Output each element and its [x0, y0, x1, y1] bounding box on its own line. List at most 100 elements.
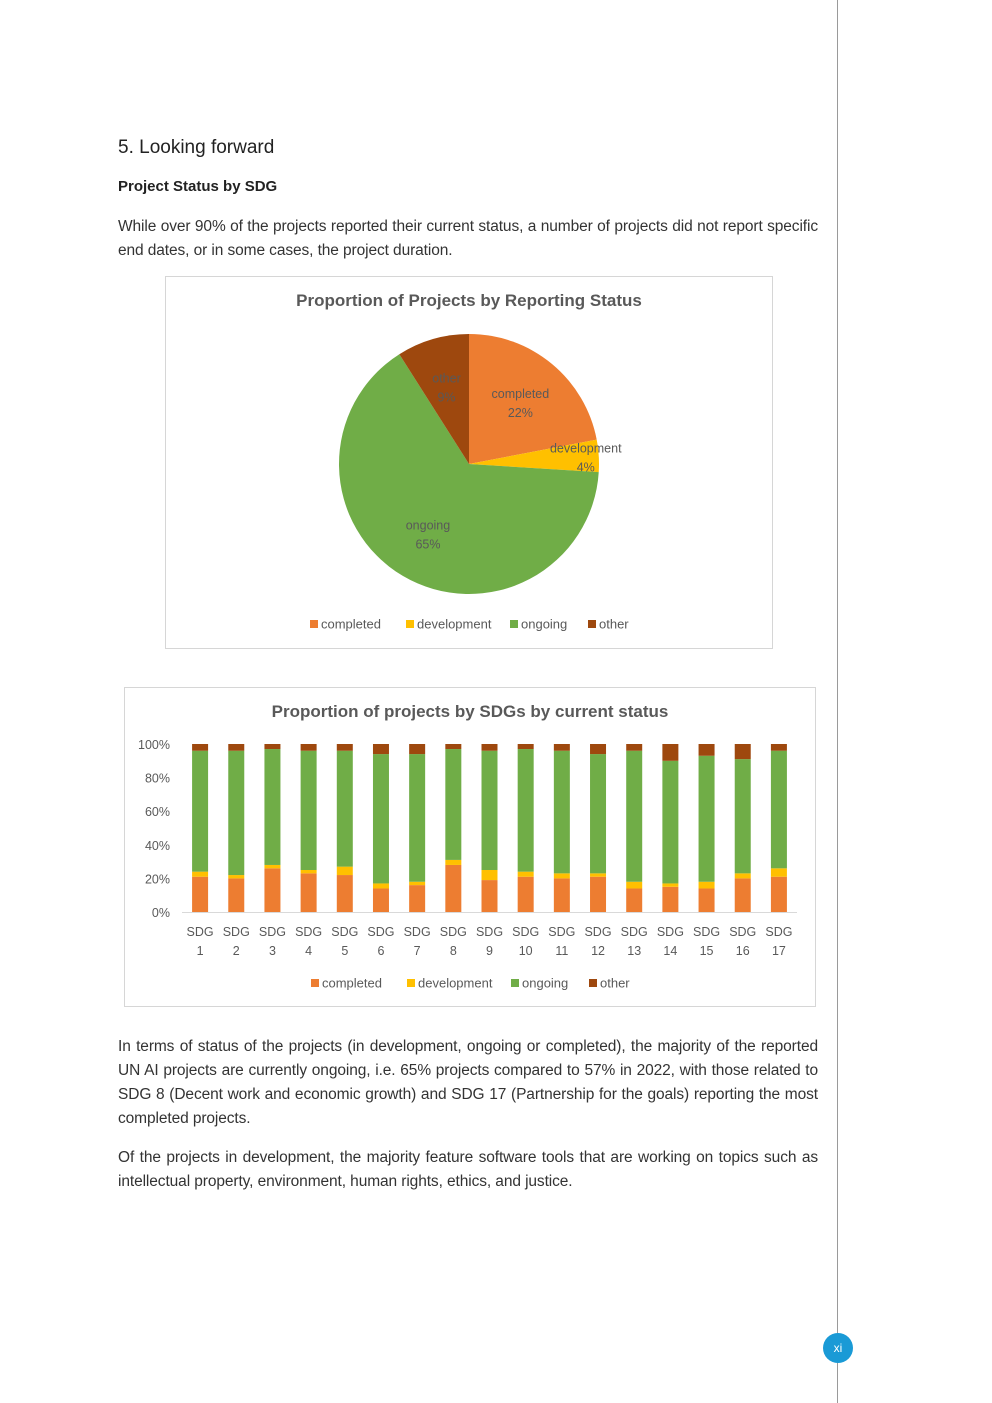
bar-legend-swatch-ongoing	[511, 979, 519, 987]
x-tick-number: 1	[197, 944, 204, 958]
bar-segment-other	[336, 744, 353, 751]
x-tick-label: SDG	[440, 925, 467, 939]
bar-segment-development	[264, 864, 281, 869]
pie-slice-completed	[469, 334, 597, 464]
x-tick-number: 12	[591, 944, 605, 958]
x-tick-number: 8	[450, 944, 457, 958]
bar-segment-other	[590, 744, 607, 755]
bar-segment-development	[481, 870, 498, 881]
x-tick-label: SDG	[331, 925, 358, 939]
bar-legend-other: other	[600, 976, 630, 991]
x-tick-number: 11	[555, 944, 568, 958]
bar-segment-completed	[590, 876, 607, 912]
bar-segment-development	[336, 866, 353, 876]
bar-legend-swatch-completed	[311, 979, 319, 987]
bar-segment-ongoing	[481, 750, 498, 870]
bar-segment-completed	[626, 888, 643, 912]
x-tick-number: 15	[700, 944, 714, 958]
development-paragraph: Of the projects in development, the majo…	[118, 1149, 818, 1190]
bar-segment-ongoing	[372, 754, 389, 884]
x-tick-number: 2	[233, 944, 240, 958]
x-tick-label: SDG	[548, 925, 575, 939]
bar-segment-ongoing	[336, 750, 353, 867]
pie-legend-completed: completed	[321, 617, 381, 632]
x-tick-label: SDG	[657, 925, 684, 939]
x-tick-number: 10	[519, 944, 533, 958]
x-tick-label: SDG	[512, 925, 539, 939]
bar-segment-development	[372, 883, 389, 889]
x-tick-label: SDG	[223, 925, 250, 939]
pie-legend-swatch-development	[406, 620, 414, 628]
bar-segment-development	[445, 859, 462, 865]
bar-segment-ongoing	[770, 750, 787, 869]
bar-segment-other	[228, 744, 245, 751]
bar-segment-completed	[770, 876, 787, 912]
x-tick-label: SDG	[367, 925, 394, 939]
x-tick-label: SDG	[187, 925, 214, 939]
bar-segment-other	[409, 744, 426, 755]
pie-legend-swatch-ongoing	[510, 620, 518, 628]
pie-chart-panel: Proportion of Projects by Reporting Stat…	[165, 276, 773, 649]
pie-slice-ongoing	[339, 354, 599, 594]
bar-segment-ongoing	[409, 754, 426, 882]
bar-segment-development	[300, 870, 317, 874]
y-tick-label: 0%	[152, 906, 170, 920]
bar-segment-ongoing	[734, 759, 751, 874]
pie-legend-other: other	[599, 617, 629, 632]
bar-segment-completed	[300, 873, 317, 912]
bar-segment-other	[517, 744, 534, 750]
y-tick-label: 40%	[145, 839, 170, 853]
bar-segment-other	[734, 744, 751, 760]
bar-chart-panel: Proportion of projects by SDGs by curren…	[124, 687, 816, 1007]
bar-segment-completed	[553, 878, 570, 912]
bar-segment-other	[481, 744, 498, 751]
x-tick-label: SDG	[476, 925, 503, 939]
bar-segment-development	[698, 881, 715, 889]
page-margin-rule	[837, 0, 838, 1403]
bar-segment-other	[445, 744, 462, 750]
y-tick-label: 80%	[145, 772, 170, 786]
bar-segment-development	[626, 881, 643, 889]
x-tick-number: 9	[486, 944, 493, 958]
pie-label-other: other	[432, 372, 461, 386]
bar-segment-development	[192, 871, 209, 877]
pie-legend-ongoing: ongoing	[521, 617, 567, 632]
pie-value-completed: 22%	[508, 406, 533, 420]
bar-segment-ongoing	[590, 754, 607, 874]
x-tick-number: 4	[305, 944, 312, 958]
bar-legend-development: development	[418, 976, 493, 991]
x-tick-label: SDG	[693, 925, 720, 939]
bar-segment-ongoing	[517, 749, 534, 872]
bar-segment-development	[662, 883, 679, 887]
bar-segment-ongoing	[445, 749, 462, 860]
pie-legend-swatch-other	[588, 620, 596, 628]
bar-chart-title: Proportion of projects by SDGs by curren…	[271, 702, 669, 721]
bar-segment-other	[192, 744, 209, 751]
bar-segment-ongoing	[192, 750, 209, 872]
bar-segment-completed	[517, 876, 534, 912]
bar-segment-completed	[192, 876, 209, 912]
bar-segment-development	[590, 873, 607, 877]
status-paragraph: In terms of status of the projects (in d…	[118, 1038, 818, 1127]
x-tick-label: SDG	[259, 925, 286, 939]
bar-legend-swatch-development	[407, 979, 415, 987]
pie-legend-development: development	[417, 617, 492, 632]
page-number-badge: xi	[823, 1333, 853, 1363]
pie-label-development: development	[550, 442, 622, 456]
bar-segment-other	[553, 744, 570, 751]
bar-segment-ongoing	[228, 750, 245, 876]
intro-paragraph: While over 90% of the projects reported …	[118, 218, 818, 259]
bar-segment-ongoing	[626, 750, 643, 882]
stacked-bar-chart: 0% 20% 40% 60% 80% 100% SDG 1 SDG 2 SDG 3 SDG 4 SDG 5 SD…	[138, 738, 797, 991]
bar-segment-completed	[481, 880, 498, 912]
bar-segment-other	[626, 744, 643, 751]
x-tick-number: 7	[414, 944, 421, 958]
pie-value-other: 9%	[437, 391, 455, 405]
pie-slice-development	[469, 439, 599, 473]
y-tick-label: 60%	[145, 805, 170, 819]
bar-segment-completed	[445, 864, 462, 912]
bar-segment-other	[698, 744, 715, 756]
bar-segment-other	[662, 744, 679, 761]
x-tick-label: SDG	[621, 925, 648, 939]
x-tick-number: 17	[772, 944, 786, 958]
